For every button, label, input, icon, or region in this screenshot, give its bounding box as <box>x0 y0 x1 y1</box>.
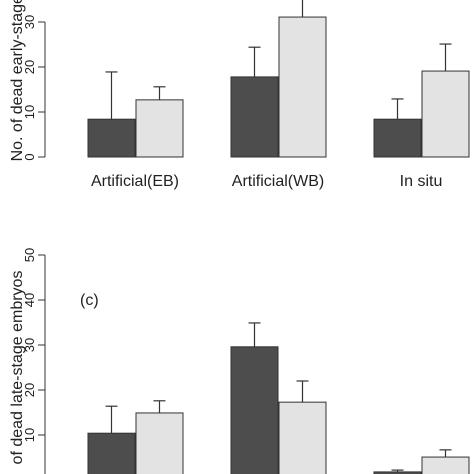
y-axis-label: No. of dead early-stage <box>9 0 26 161</box>
bar <box>87 118 136 158</box>
y-tick-label: 40 <box>22 293 37 307</box>
y-tick-label: 30 <box>22 338 37 352</box>
bar <box>87 432 136 474</box>
y-tick-label: 10 <box>22 105 37 119</box>
bar <box>278 401 327 474</box>
bar <box>373 471 422 474</box>
bar <box>373 118 422 158</box>
bar <box>421 456 470 474</box>
y-tick-label: 30 <box>22 15 37 29</box>
x-tick-label: Artificial(EB) <box>91 173 179 190</box>
y-tick-label: 0 <box>22 153 37 160</box>
y-tick-label: 50 <box>22 248 37 262</box>
bar <box>135 412 184 474</box>
y-tick-label: 20 <box>22 383 37 397</box>
y-axis-label: of dead late-stage embryos <box>9 271 26 465</box>
bar <box>421 70 470 158</box>
bar <box>230 76 279 158</box>
bar <box>278 16 327 158</box>
bar <box>135 99 184 158</box>
x-tick-label: Artificial(WB) <box>232 173 324 190</box>
y-tick-label: 20 <box>22 60 37 74</box>
x-tick-label: In situ <box>400 173 443 190</box>
bar <box>230 346 279 474</box>
y-tick-label: 10 <box>22 428 37 442</box>
panel-label: (c) <box>80 292 99 309</box>
